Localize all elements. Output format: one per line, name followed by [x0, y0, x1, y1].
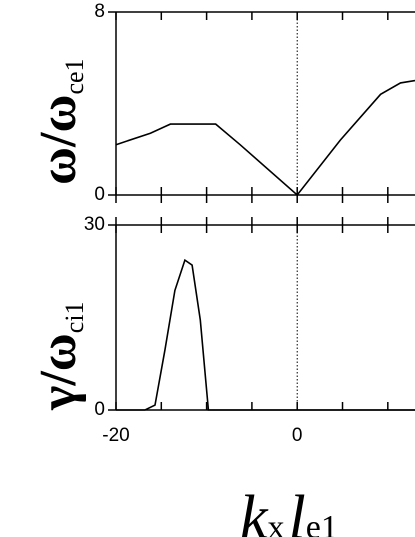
y-tick-label: 8 — [94, 1, 105, 22]
x-label-e1: e1 — [306, 509, 338, 537]
data-line — [116, 258, 415, 411]
y-tick-label: 0 — [94, 184, 105, 205]
y-label-sub: ci1 — [60, 301, 89, 333]
x-axis-label: kxle1 — [240, 484, 338, 537]
y-label-sub: ce1 — [60, 58, 89, 94]
y-tick-label: 0 — [94, 399, 105, 420]
y-label-main: γ/ω — [30, 333, 87, 411]
x-label-x: x — [268, 509, 285, 537]
x-label-k: k — [240, 484, 269, 537]
data-line — [115, 79, 415, 197]
y-label-main: ω/ω — [30, 95, 87, 185]
y-tick-label: 30 — [84, 214, 105, 235]
x-tick-label: 0 — [292, 425, 303, 446]
x-label-l: l — [289, 484, 306, 537]
y-axis-label: γ/ωci1 — [30, 301, 89, 411]
y-axis-label: ω/ωce1 — [30, 58, 89, 185]
x-tick-label: -20 — [102, 425, 129, 446]
